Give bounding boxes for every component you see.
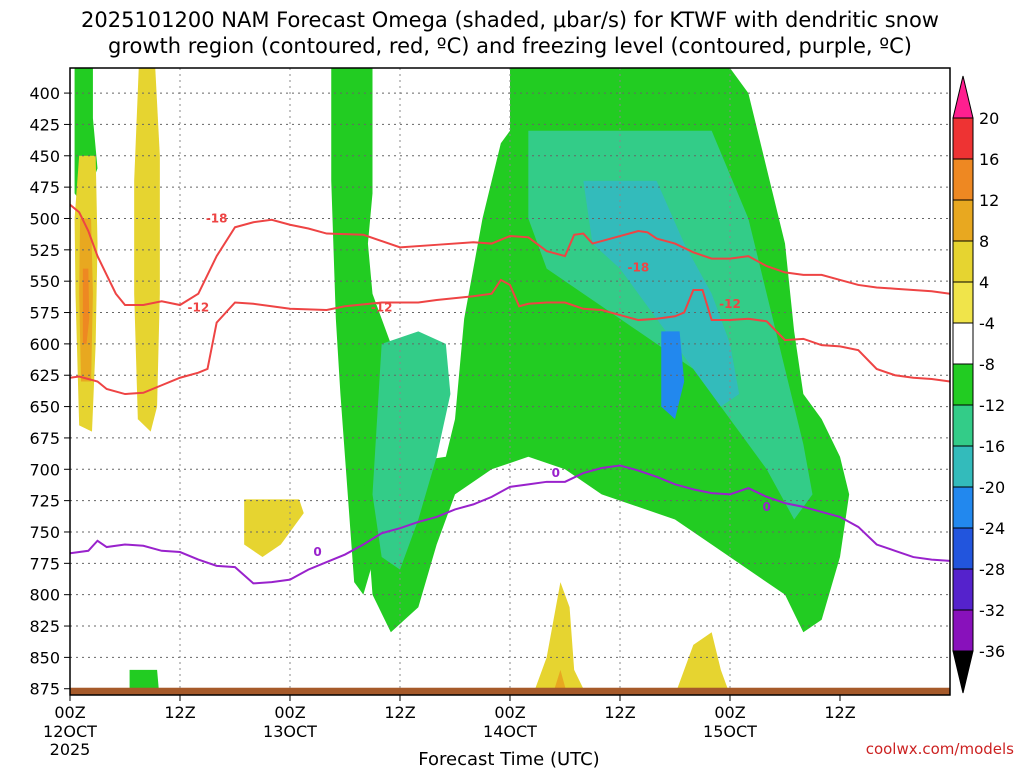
colorbar-swatch-11 [952, 568, 974, 611]
y-tick-label-850: 850 [29, 648, 60, 667]
colorbar-label-1: 16 [979, 150, 999, 169]
contour--18c [70, 278, 950, 396]
contour-0c-freezing-level [70, 464, 950, 585]
colorbar-label-5: -4 [979, 314, 995, 333]
contour-label-3: -18 [627, 260, 649, 274]
contour-label-6: 0 [552, 466, 560, 480]
x-tick-label-5: 12Z [604, 703, 635, 722]
omega-shading-layer [74, 68, 850, 768]
y-tick-label-400: 400 [29, 84, 60, 103]
contour-label-7: 0 [762, 500, 770, 514]
colorbar-label-6: -8 [979, 355, 995, 374]
omega-region-2 [134, 68, 160, 432]
colorbar-swatch-10 [952, 527, 974, 570]
omega-region-11 [661, 331, 685, 420]
colorbar-swatch-9 [952, 486, 974, 529]
gridlines [70, 68, 950, 695]
y-tick-label-525: 525 [29, 241, 60, 260]
omega-region-8 [372, 331, 451, 570]
colorbar-label-11: -28 [979, 560, 1005, 579]
y-tick-label-600: 600 [29, 335, 60, 354]
y-tick-label-500: 500 [29, 209, 60, 228]
colorbar-label-3: 8 [979, 232, 989, 251]
colorbar-label-9: -20 [979, 478, 1005, 497]
colorbar-swatch-8 [952, 445, 974, 488]
colorbar-label-10: -24 [979, 519, 1005, 538]
colorbar-swatch-2 [952, 199, 974, 242]
x-tick-label-3: 12Z [384, 703, 415, 722]
colorbar-bottom-arrow [952, 650, 974, 694]
chart-title-line-2: growth region (contoured, red, ºC) and f… [108, 34, 912, 58]
colorbar-top-arrow [952, 75, 974, 119]
colorbar-label-2: 12 [979, 191, 999, 210]
colorbar-swatch-3 [952, 240, 974, 283]
colorbar-label-12: -32 [979, 601, 1005, 620]
x-axis-title: Forecast Time (UTC) [418, 749, 599, 768]
contour-label-4: -12 [719, 297, 741, 311]
y-tick-label-650: 650 [29, 398, 60, 417]
y-tick-label-875: 875 [29, 680, 60, 699]
x-tick-label-4: 00Z [494, 703, 525, 722]
colorbar-label-13: -36 [979, 642, 1005, 661]
omega-region-4 [82, 268, 90, 344]
y-tick-label-825: 825 [29, 617, 60, 636]
contour-label-1: -12 [187, 301, 209, 315]
colorbar-label-0: 20 [979, 109, 999, 128]
contour--12c [70, 203, 950, 307]
y-tick-label-425: 425 [29, 115, 60, 134]
y-tick-label-725: 725 [29, 492, 60, 511]
y-tick-label-625: 625 [29, 366, 60, 385]
omega-region-13 [134, 714, 148, 739]
colorbar-swatch-4 [952, 281, 974, 324]
omega-region-10 [583, 180, 740, 407]
colorbar-swatch-7 [952, 404, 974, 447]
x-tick-date-6: 15OCT [703, 722, 757, 741]
omega-region-17 [675, 632, 730, 695]
x-tick-label-1: 12Z [164, 703, 195, 722]
y-tick-label-475: 475 [29, 178, 60, 197]
x-tick-date-4: 14OCT [483, 722, 537, 741]
colorbar-swatch-0 [952, 117, 974, 160]
contour-label-5: 0 [313, 545, 321, 559]
y-tick-label-675: 675 [29, 429, 60, 448]
colorbar-swatch-6 [952, 363, 974, 406]
chart-title-line-1: 2025101200 NAM Forecast Omega (shaded, μ… [81, 8, 939, 32]
omega-region-5 [244, 499, 304, 558]
x-tick-label-6: 00Z [714, 703, 745, 722]
colorbar-swatch-5 [952, 322, 974, 365]
credit-link[interactable]: coolwx.com/models [866, 740, 1014, 758]
colorbar-swatch-12 [952, 609, 974, 652]
colorbar-label-8: -16 [979, 437, 1005, 456]
y-tick-label-575: 575 [29, 304, 60, 323]
y-tick-label-800: 800 [29, 586, 60, 605]
x-tick-date-0: 12OCT [43, 722, 97, 741]
colorbar-label-4: 4 [979, 273, 989, 292]
y-tick-label-775: 775 [29, 554, 60, 573]
y-tick-label-450: 450 [29, 147, 60, 166]
y-tick-label-700: 700 [29, 460, 60, 479]
y-tick-label-550: 550 [29, 272, 60, 291]
x-tick-year-0: 2025 [50, 740, 91, 759]
y-axis-pressure-labels: 400 425 450 475 500 525 550 575 600 625 650 675 700 7… [29, 84, 70, 699]
ground-surface-band [70, 687, 950, 695]
temperature-contours: -18 -12 -12 -18 -12 0 0 0 [70, 203, 950, 585]
omega-region-14 [327, 733, 410, 768]
y-tick-label-750: 750 [29, 523, 60, 542]
x-tick-date-2: 13OCT [263, 722, 317, 741]
x-tick-label-7: 12Z [824, 703, 855, 722]
contour-label-2: -12 [371, 301, 393, 315]
x-tick-label-0: 00Z [54, 703, 85, 722]
omega-region-15 [532, 582, 587, 695]
colorbar-label-7: -12 [979, 396, 1005, 415]
omega-region-12 [129, 669, 160, 695]
contour-label-0: -18 [206, 211, 228, 225]
colorbar: 20 16 12 8 4 -4 -8 -12 -16 -20 -24 -28 -32 -36 [952, 75, 1005, 694]
x-tick-label-2: 00Z [274, 703, 305, 722]
colorbar-swatch-1 [952, 158, 974, 201]
